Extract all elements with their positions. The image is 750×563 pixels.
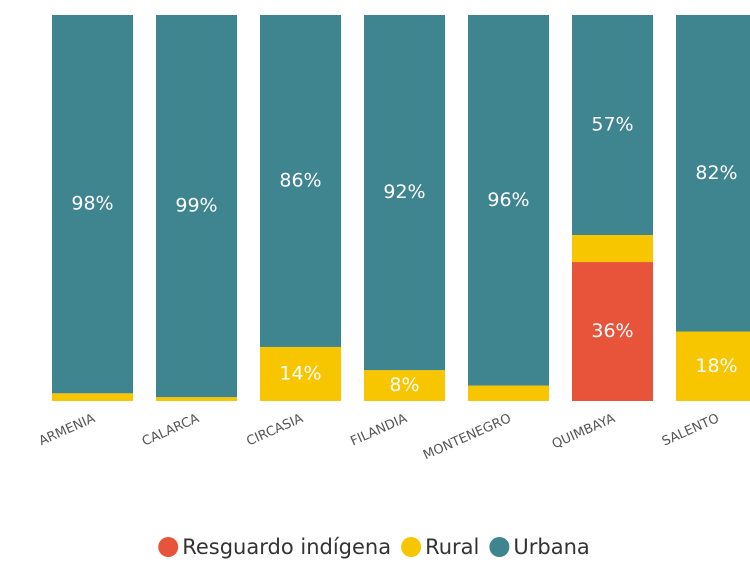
bar-segment <box>572 262 653 401</box>
data-label: 57% <box>591 114 633 136</box>
data-label: 92% <box>383 181 425 203</box>
x-tick-label: ARMENIA <box>37 411 98 449</box>
legend-marker <box>158 537 179 557</box>
data-label: 36% <box>591 320 633 342</box>
data-label: 86% <box>279 169 321 191</box>
bar-segment <box>468 385 549 401</box>
bar-segment <box>572 15 653 236</box>
x-tick-label: CIRCASIA <box>244 411 305 449</box>
data-label: 14% <box>279 362 321 384</box>
x-tick-label: QUIMBAYA <box>550 411 618 452</box>
bar-segment <box>260 15 341 347</box>
bar-segment <box>156 15 237 398</box>
legend-marker <box>401 537 422 557</box>
data-label: 18% <box>695 355 737 377</box>
bar-segment <box>156 397 237 401</box>
bar-segment <box>52 15 133 394</box>
bar-segment <box>364 370 445 401</box>
x-tick-label: FILANDIA <box>348 411 409 449</box>
data-label: 98% <box>71 193 113 215</box>
bar-segment <box>364 15 445 371</box>
data-label: 99% <box>175 195 217 217</box>
bar-segment <box>260 346 341 401</box>
data-label: 82% <box>695 162 737 184</box>
bar-segment <box>572 235 653 263</box>
data-label: 8% <box>389 374 419 396</box>
legend-label: Urbana <box>513 535 589 559</box>
legend-label: Resguardo indígena <box>182 535 391 559</box>
bar-segment <box>676 15 750 332</box>
x-tick-label: MONTENEGRO <box>421 411 514 463</box>
legend-marker <box>489 537 510 557</box>
bar-segment <box>468 15 549 386</box>
x-tick-label: SALENTO <box>660 411 722 449</box>
data-label: 96% <box>487 189 529 211</box>
legend-label: Rural <box>425 535 479 559</box>
bar-segment <box>52 393 133 401</box>
x-tick-label: CALARCA <box>140 411 202 449</box>
bar-segment <box>676 331 750 401</box>
